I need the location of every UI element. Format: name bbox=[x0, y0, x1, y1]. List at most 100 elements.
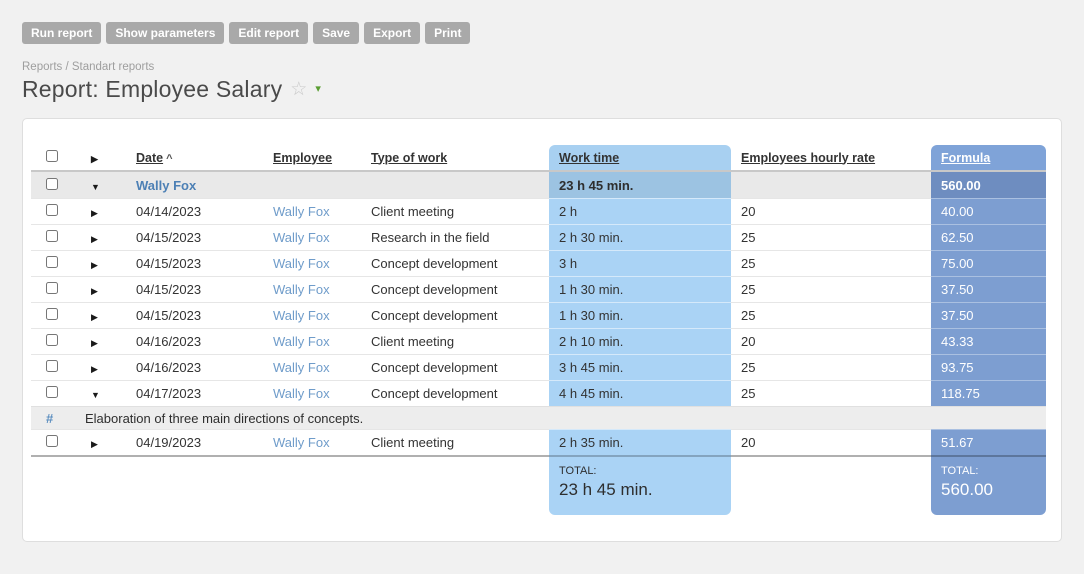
type-of-work-cell: Concept development bbox=[359, 250, 549, 276]
column-header-work-time[interactable]: Work time bbox=[549, 145, 731, 172]
select-all-checkbox[interactable] bbox=[46, 150, 58, 162]
hourly-rate-cell: 25 bbox=[731, 380, 931, 406]
row-checkbox[interactable] bbox=[46, 230, 58, 242]
formula-cell: 51.67 bbox=[931, 429, 1046, 455]
work-time-total: TOTAL: 23 h 45 min. bbox=[549, 455, 731, 515]
note-hash-icon: # bbox=[31, 406, 79, 429]
employee-link[interactable]: Wally Fox bbox=[273, 386, 330, 401]
report-panel: ▶ Date ^ Employee Type of work Work time … bbox=[22, 118, 1062, 542]
expand-row-icon[interactable]: ▶ bbox=[91, 234, 98, 244]
employee-link[interactable]: Wally Fox bbox=[273, 282, 330, 297]
date-cell: 04/16/2023 bbox=[124, 328, 261, 354]
formula-cell: 118.75 bbox=[931, 380, 1046, 406]
expand-all-icon[interactable]: ▶ bbox=[91, 153, 98, 164]
title-row: Report: Employee Salary ☆ ▾ bbox=[22, 76, 1062, 103]
work-time-total-value: 23 h 45 min. bbox=[559, 480, 653, 499]
work-time-cell: 3 h 45 min. bbox=[549, 354, 731, 380]
employee-link[interactable]: Wally Fox bbox=[273, 360, 330, 375]
row-checkbox[interactable] bbox=[46, 308, 58, 320]
column-header-type-of-work[interactable]: Type of work bbox=[359, 145, 549, 172]
date-cell: 04/15/2023 bbox=[124, 224, 261, 250]
employee-link[interactable]: Wally Fox bbox=[273, 435, 330, 450]
table-row: ▶ 04/14/2023 Wally Fox Client meeting 2 … bbox=[31, 198, 1046, 224]
hourly-rate-cell: 25 bbox=[731, 250, 931, 276]
hourly-rate-cell: 20 bbox=[731, 198, 931, 224]
work-time-cell: 4 h 45 min. bbox=[549, 380, 731, 406]
column-header-employee[interactable]: Employee bbox=[261, 145, 359, 172]
formula-total: TOTAL: 560.00 bbox=[931, 455, 1046, 515]
employee-link[interactable]: Wally Fox bbox=[273, 334, 330, 349]
note-row: # Elaboration of three main directions o… bbox=[31, 406, 1046, 429]
employee-link[interactable]: Wally Fox bbox=[273, 308, 330, 323]
type-of-work-cell: Client meeting bbox=[359, 198, 549, 224]
date-cell: 04/14/2023 bbox=[124, 198, 261, 224]
date-cell: 04/15/2023 bbox=[124, 302, 261, 328]
column-header-formula[interactable]: Formula bbox=[931, 145, 1046, 172]
expand-row-icon[interactable]: ▶ bbox=[91, 312, 98, 322]
work-time-cell: 1 h 30 min. bbox=[549, 302, 731, 328]
favorite-star-icon[interactable]: ☆ bbox=[290, 79, 308, 100]
employee-link[interactable]: Wally Fox bbox=[273, 204, 330, 219]
type-of-work-cell: Concept development bbox=[359, 276, 549, 302]
table-row: ▶ 04/15/2023 Wally Fox Concept developme… bbox=[31, 276, 1046, 302]
date-cell: 04/15/2023 bbox=[124, 250, 261, 276]
show-parameters-button[interactable]: Show parameters bbox=[106, 22, 225, 44]
group-checkbox[interactable] bbox=[46, 177, 58, 190]
formula-cell: 37.50 bbox=[931, 302, 1046, 328]
expand-row-icon[interactable]: ▶ bbox=[91, 364, 98, 374]
row-checkbox[interactable] bbox=[46, 360, 58, 372]
hourly-rate-cell: 25 bbox=[731, 224, 931, 250]
hourly-rate-cell: 25 bbox=[731, 354, 931, 380]
expand-row-icon[interactable]: ▶ bbox=[91, 338, 98, 348]
employee-link[interactable]: Wally Fox bbox=[273, 256, 330, 271]
formula-total-value: 560.00 bbox=[941, 480, 993, 499]
group-employee-name[interactable]: Wally Fox bbox=[124, 172, 549, 198]
formula-cell: 62.50 bbox=[931, 224, 1046, 250]
table-row: ▶ 04/19/2023 Wally Fox Client meeting 2 … bbox=[31, 429, 1046, 455]
column-header-hourly-rate[interactable]: Employees hourly rate bbox=[731, 145, 931, 172]
collapse-row-icon[interactable]: ▼ bbox=[91, 390, 100, 400]
type-of-work-cell: Client meeting bbox=[359, 429, 549, 455]
page: Run report Show parameters Edit report S… bbox=[22, 22, 1062, 542]
row-checkbox[interactable] bbox=[46, 204, 58, 216]
row-checkbox[interactable] bbox=[46, 386, 58, 398]
expand-row-icon[interactable]: ▶ bbox=[91, 286, 98, 296]
row-checkbox[interactable] bbox=[46, 282, 58, 294]
work-time-cell: 1 h 30 min. bbox=[549, 276, 731, 302]
edit-report-button[interactable]: Edit report bbox=[229, 22, 309, 44]
breadcrumb[interactable]: Reports / Standart reports bbox=[22, 61, 155, 73]
formula-cell: 43.33 bbox=[931, 328, 1046, 354]
page-title: Report: Employee Salary bbox=[22, 76, 283, 102]
type-of-work-cell: Concept development bbox=[359, 354, 549, 380]
table-row: ▶ 04/15/2023 Wally Fox Concept developme… bbox=[31, 302, 1046, 328]
export-button[interactable]: Export bbox=[364, 22, 421, 44]
table-header-row: ▶ Date ^ Employee Type of work Work time … bbox=[31, 145, 1046, 172]
table-row: ▶ 04/16/2023 Wally Fox Concept developme… bbox=[31, 354, 1046, 380]
totals-row: TOTAL: 23 h 45 min. TOTAL: 560.00 bbox=[31, 455, 1046, 515]
table-row: ▶ 04/16/2023 Wally Fox Client meeting 2 … bbox=[31, 328, 1046, 354]
save-button[interactable]: Save bbox=[313, 22, 360, 44]
expand-row-icon[interactable]: ▶ bbox=[91, 439, 98, 449]
table-row: ▶ 04/15/2023 Wally Fox Concept developme… bbox=[31, 250, 1046, 276]
row-checkbox[interactable] bbox=[46, 256, 58, 268]
work-time-cell: 2 h bbox=[549, 198, 731, 224]
date-cell: 04/17/2023 bbox=[124, 380, 261, 406]
hourly-rate-cell: 20 bbox=[731, 328, 931, 354]
expand-row-icon[interactable]: ▶ bbox=[91, 208, 98, 218]
row-checkbox[interactable] bbox=[46, 334, 58, 346]
employee-link[interactable]: Wally Fox bbox=[273, 230, 330, 245]
work-time-cell: 3 h bbox=[549, 250, 731, 276]
formula-cell: 75.00 bbox=[931, 250, 1046, 276]
table-row: ▶ 04/15/2023 Wally Fox Research in the f… bbox=[31, 224, 1046, 250]
run-report-button[interactable]: Run report bbox=[22, 22, 102, 44]
group-formula: 560.00 bbox=[931, 172, 1046, 198]
print-button[interactable]: Print bbox=[425, 22, 471, 44]
type-of-work-cell: Research in the field bbox=[359, 224, 549, 250]
collapse-group-icon[interactable]: ▼ bbox=[91, 181, 100, 192]
note-text: Elaboration of three main directions of … bbox=[79, 406, 1046, 429]
column-header-date[interactable]: Date ^ bbox=[124, 145, 261, 172]
report-table: ▶ Date ^ Employee Type of work Work time … bbox=[31, 145, 1046, 515]
title-dropdown-caret-icon[interactable]: ▾ bbox=[315, 83, 321, 95]
expand-row-icon[interactable]: ▶ bbox=[91, 260, 98, 270]
row-checkbox[interactable] bbox=[46, 435, 58, 447]
